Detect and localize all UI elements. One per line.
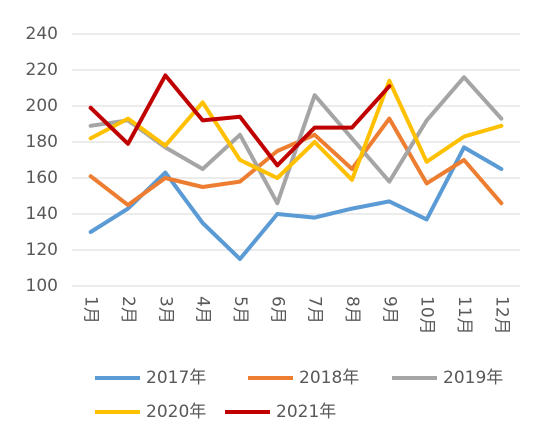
y-tick-label: 180 [26, 132, 58, 152]
x-tick-label: 1月 [81, 296, 101, 324]
x-tick-label: 9月 [379, 296, 399, 324]
x-tick-label: 10月 [417, 296, 437, 335]
x-tick-label: 5月 [230, 296, 250, 324]
y-tick-label: 100 [26, 276, 58, 296]
series-line [88, 145, 504, 261]
y-tick-label: 140 [26, 204, 58, 224]
legend-label: 2017年 [146, 368, 206, 388]
x-tick-label: 4月 [193, 296, 213, 324]
y-tick-label: 160 [26, 168, 58, 188]
x-tick-label: 2月 [118, 296, 138, 324]
x-tick-label: 8月 [342, 296, 362, 324]
x-tick-label: 7月 [305, 296, 325, 324]
legend-label: 2019年 [443, 368, 503, 388]
y-tick-label: 240 [26, 24, 58, 44]
y-tick-label: 200 [26, 96, 58, 116]
y-tick-label: 220 [26, 60, 58, 80]
x-tick-label: 6月 [267, 296, 287, 324]
y-tick-label: 120 [26, 240, 58, 260]
series-line [88, 116, 504, 207]
x-tick-label: 12月 [491, 296, 511, 335]
series-line [88, 78, 504, 182]
series-line [88, 73, 392, 168]
x-tick-label: 11月 [454, 296, 474, 335]
legend-label: 2020年 [146, 402, 206, 422]
x-tick-label: 3月 [155, 296, 175, 324]
legend-label: 2021年 [276, 402, 336, 422]
legend-label: 2018年 [299, 368, 359, 388]
